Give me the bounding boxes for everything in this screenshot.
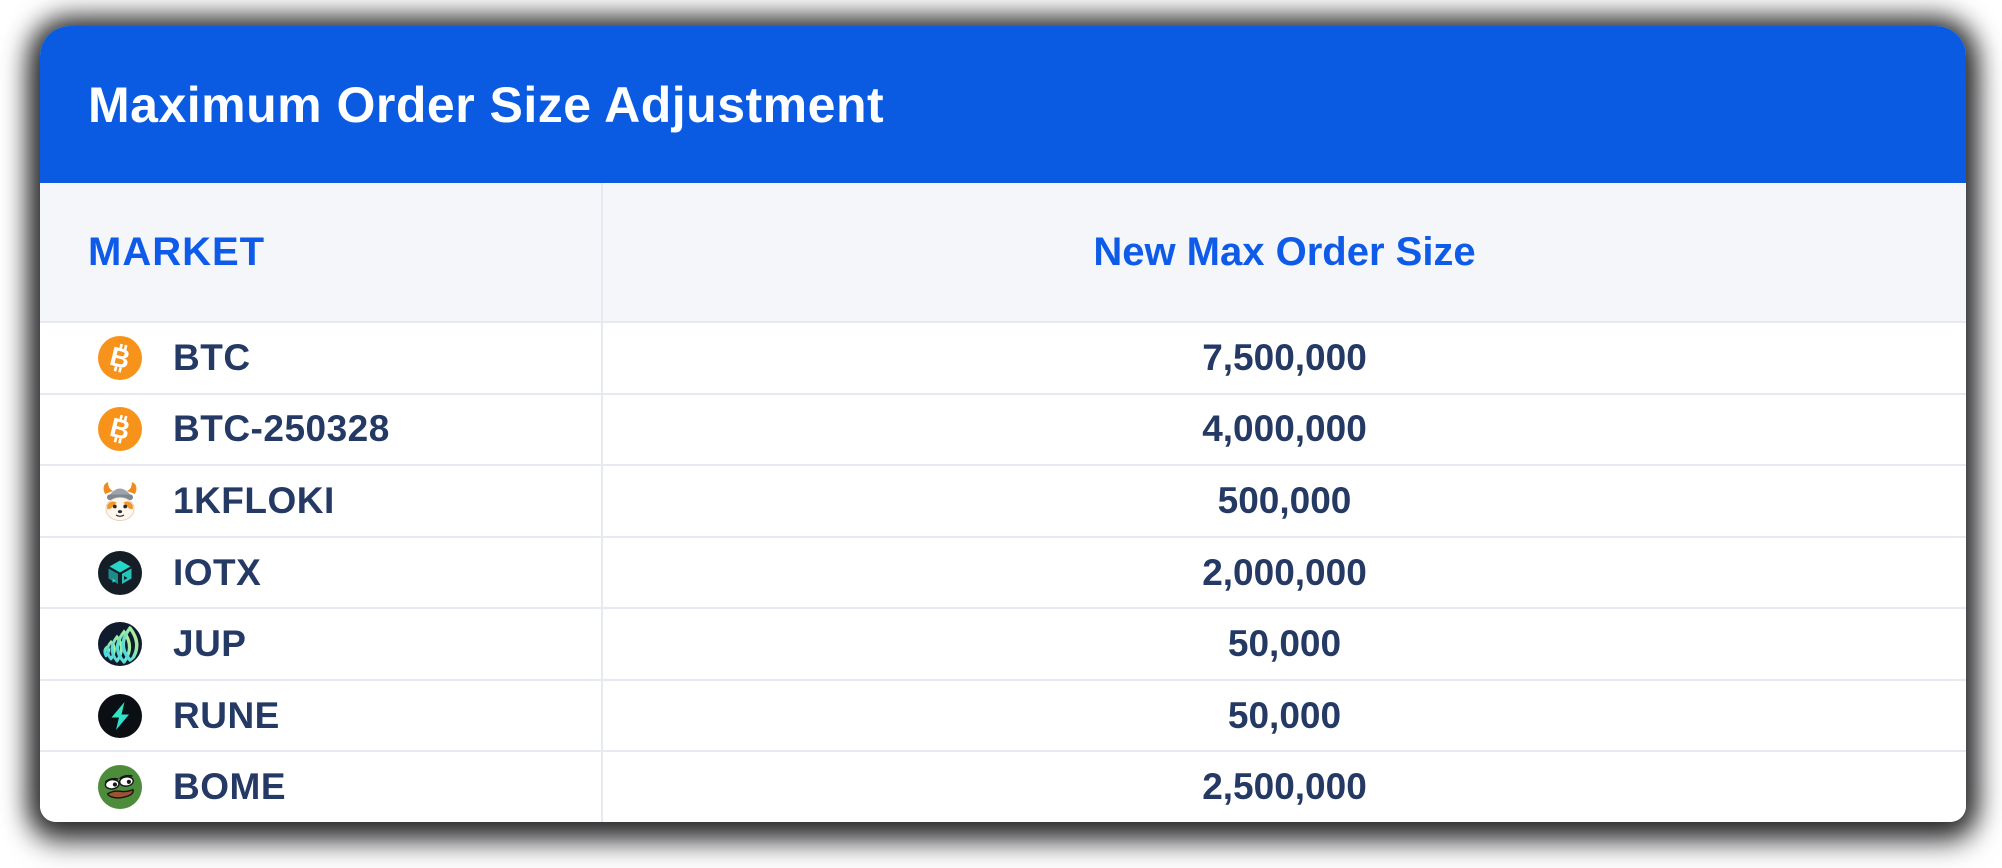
announcement-card: Maximum Order Size Adjustment MARKET New… <box>40 26 1966 822</box>
table-row: IOTX 2,000,000 <box>40 535 1966 608</box>
iotx-icon <box>98 550 142 595</box>
market-cell: B BTC <box>40 323 603 393</box>
bome-icon <box>98 765 142 810</box>
new-max-order-size-cell: 50,000 <box>1227 694 1342 736</box>
market-cell: RUNE <box>40 680 603 751</box>
market-label: BTC <box>173 336 251 378</box>
market-label: BOME <box>173 766 286 808</box>
new-max-order-size-cell: 7,500,000 <box>1202 336 1367 378</box>
table-body: B BTC 7,500,000 B BTC-250328 4,000,000 1… <box>40 321 1966 822</box>
market-label: JUP <box>173 623 247 665</box>
table-row: B BTC 7,500,000 <box>40 321 1966 393</box>
btc-icon: B <box>98 407 142 452</box>
btc-icon: B <box>98 335 142 380</box>
table-row: RUNE 50,000 <box>40 678 1966 751</box>
market-cell: BOME <box>40 752 603 822</box>
market-cell: JUP <box>40 609 603 679</box>
jup-icon <box>98 622 142 667</box>
table-row: JUP 50,000 <box>40 607 1966 679</box>
table-header-row: MARKET New Max Order Size <box>40 183 1966 321</box>
new-max-order-size-cell: 2,500,000 <box>1202 766 1367 808</box>
market-label: BTC-250328 <box>173 408 390 450</box>
page-title: Maximum Order Size Adjustment <box>88 76 885 133</box>
new-max-order-size-cell: 50,000 <box>1227 623 1342 665</box>
new-max-order-size-cell: 2,000,000 <box>1202 551 1367 593</box>
new-max-order-size-cell: 500,000 <box>1217 479 1352 521</box>
market-cell: B BTC-250328 <box>40 394 603 465</box>
column-header-new-max-order-size: New Max Order Size <box>1093 229 1476 274</box>
market-label: RUNE <box>173 694 280 736</box>
floki-icon <box>98 479 142 523</box>
column-header-market: MARKET <box>40 183 603 321</box>
new-max-order-size-cell: 4,000,000 <box>1202 408 1367 450</box>
market-cell: 1KFLOKI <box>40 466 603 536</box>
table-row: BOME 2,500,000 <box>40 750 1966 822</box>
table-row: 1KFLOKI 500,000 <box>40 464 1966 536</box>
table-row: B BTC-250328 4,000,000 <box>40 392 1966 465</box>
market-label: 1KFLOKI <box>173 479 335 521</box>
market-cell: IOTX <box>40 537 603 608</box>
market-label: IOTX <box>173 551 262 593</box>
rune-icon <box>98 693 142 738</box>
card-header: Maximum Order Size Adjustment <box>40 26 1966 183</box>
